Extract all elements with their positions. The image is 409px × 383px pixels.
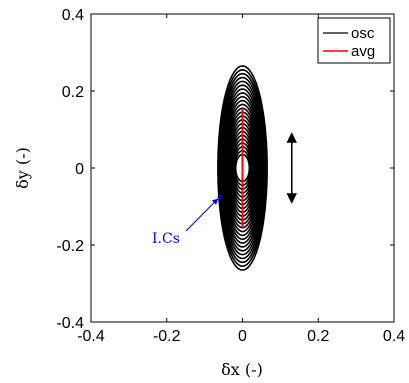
x-tick-label: 0.4 — [383, 328, 405, 345]
ics-arrow — [185, 198, 219, 232]
x-tick-label: 0 — [238, 328, 247, 345]
y-tick-label: -0.4 — [56, 315, 84, 332]
y-tick-label: 0.2 — [62, 84, 84, 101]
y-axis-label: δy (-) — [13, 147, 32, 189]
ics-label: I.Cs — [152, 231, 180, 247]
plot-area — [217, 65, 268, 271]
annotations-layer: I.Cs — [152, 132, 297, 247]
legend-label-avg: avg — [351, 43, 375, 60]
legend-label-osc: osc — [351, 25, 375, 42]
x-tick-label: -0.4 — [77, 328, 105, 345]
x-axis-label: δx (-) — [221, 360, 263, 379]
ticks-layer: -0.4 -0.2 0 0.2 0.4 -0.4 -0.2 0 0.2 0.4 — [56, 7, 405, 345]
y-tick-label: -0.2 — [56, 238, 84, 255]
x-tick-label: -0.2 — [153, 328, 181, 345]
y-tick-label: 0 — [75, 161, 84, 178]
legend: osc avg — [317, 17, 391, 64]
osc-loop-23 — [234, 153, 251, 183]
legend-box — [317, 17, 391, 64]
ics-marker — [217, 194, 222, 200]
osc-loop-0 — [217, 65, 268, 271]
y-tick-label: 0.4 — [62, 7, 84, 24]
x-tick-label: 0.2 — [307, 328, 329, 345]
